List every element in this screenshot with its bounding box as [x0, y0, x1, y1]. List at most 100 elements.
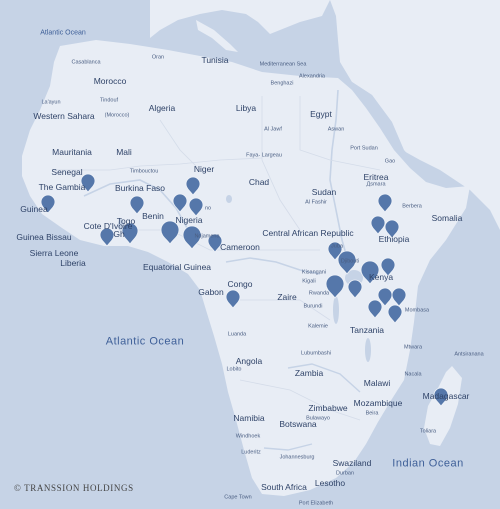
- city-luderitz: Luderitz: [241, 449, 261, 456]
- marker-ethiopia-2: [384, 219, 400, 239]
- marker-tanzania-n: [347, 279, 363, 299]
- marker-uganda: [337, 250, 357, 275]
- label-botswana: Botswana: [279, 418, 317, 429]
- river-niger: [83, 179, 191, 237]
- land-madagascar: [424, 366, 462, 446]
- label-guinea: Guinea: [20, 203, 48, 214]
- city-cape-town: Cape Town: [224, 494, 252, 501]
- label-niger: Niger: [193, 163, 215, 174]
- city-kisangani: Kisangani: [301, 269, 327, 276]
- label-sudan: Sudan: [311, 186, 337, 197]
- markers: [40, 173, 449, 407]
- label-south-africa: South Africa: [261, 481, 307, 492]
- city-beira: Beira: [365, 410, 379, 417]
- city-windhoek: Windhoek: [235, 433, 261, 440]
- marker-eritrea: [377, 193, 393, 213]
- city-mtwara: Mtwara: [403, 344, 423, 351]
- city-casablanca: Casablanca: [71, 59, 101, 66]
- city-port-sudan: Port Sudan: [350, 145, 378, 152]
- borders: [52, 96, 381, 421]
- red-sea: [350, 82, 418, 168]
- sea-mediterranean: Mediterranean Sea: [259, 61, 307, 68]
- city-durban: Durban: [335, 470, 355, 477]
- lake-malawi: [365, 338, 371, 362]
- label-lesotho: Lesotho: [314, 477, 346, 488]
- marker-tanzania-1: [377, 287, 393, 307]
- label-mali: Mali: [116, 146, 132, 157]
- label-western-sahara-note: (Morocco): [104, 112, 130, 119]
- label-cameroon: Cameroon: [220, 241, 260, 252]
- city-timbouctou: Timbouctou: [129, 168, 159, 175]
- label-tunisia: Tunisia: [201, 54, 229, 65]
- marker-nigeria-n2: [188, 197, 204, 217]
- city-nacala: Nacala: [404, 371, 422, 378]
- marker-nigeria-lagos: [160, 220, 180, 245]
- city-al-jawf: Al Jawf: [264, 126, 282, 133]
- marker-cameroon: [207, 233, 223, 253]
- marker-madagascar: [433, 387, 449, 407]
- marker-tanzania-2: [391, 287, 407, 307]
- label-western-sahara: Western Sahara: [33, 110, 95, 121]
- label-mauritania: Mauritania: [52, 146, 92, 157]
- label-mozambique: Mozambique: [353, 397, 403, 408]
- city-al-fashir: Al Fashir: [305, 199, 327, 206]
- label-kenya: Kenya: [368, 271, 394, 282]
- city-ndjamena: Ndjamena: [194, 233, 220, 240]
- city-toliara: Toliara: [419, 428, 437, 435]
- marker-nigeria-n1: [172, 193, 188, 213]
- label-ghana: Gh: [113, 228, 125, 239]
- river-zambezi: [287, 363, 361, 393]
- marker-rwanda: [325, 274, 345, 299]
- river-congo: [225, 257, 321, 275]
- label-tanzania: Tanzania: [349, 324, 385, 335]
- label-sierra-leone: Sierra Leone: [29, 247, 79, 258]
- marker-burkina: [129, 195, 145, 215]
- label-the-gambia: The Gambia: [38, 181, 86, 192]
- city-lobito: Lobito: [226, 366, 242, 373]
- lake-tanganyika: [333, 296, 339, 324]
- label-burundi: Burundi: [303, 303, 323, 310]
- marker-guinea: [40, 194, 56, 214]
- label-egypt: Egypt: [310, 108, 332, 119]
- label-malawi: Malawi: [363, 377, 391, 388]
- label-togo: Togo: [116, 215, 136, 226]
- city-juba: Juba: [331, 243, 343, 250]
- label-swaziland: Swaziland: [332, 457, 372, 468]
- lake-chad: [226, 195, 232, 203]
- label-libya: Libya: [235, 102, 257, 113]
- label-namibia: Namibia: [233, 412, 265, 423]
- label-nigeria: Nigeria: [175, 214, 203, 225]
- land-middle-east: [330, 0, 500, 230]
- land-europe: [150, 0, 330, 38]
- city-oran: Oran: [151, 54, 165, 61]
- marker-ghana: [121, 222, 139, 245]
- marker-nigeria-e: [182, 225, 202, 250]
- label-rwanda: Rwanda: [308, 290, 330, 297]
- ocean-indian: Indian Ocean: [392, 457, 464, 470]
- copyright-text: © TRANSSION HOLDINGS: [14, 483, 134, 493]
- marker-cote-divoire: [99, 227, 115, 247]
- city-laayoun: La'ayun: [41, 99, 61, 106]
- label-angola: Angola: [235, 355, 263, 366]
- city-no: no: [204, 205, 212, 212]
- label-benin: Benin: [142, 210, 164, 221]
- river-orange: [263, 443, 313, 451]
- label-zaire: Zaire: [277, 291, 297, 302]
- label-guinea-bissau: Guinea Bissau: [16, 231, 72, 242]
- label-cote-divoire: Cote D'Ivoire: [83, 220, 133, 231]
- city-asmara: Дsmara: [366, 181, 386, 188]
- marker-tanzania-4: [387, 304, 403, 324]
- city-alexandria: Alexandria: [299, 73, 325, 80]
- city-aswan: Aswan: [327, 126, 345, 133]
- city-tindouf: Tindouf: [99, 97, 119, 104]
- city-kalemie: Kalemie: [308, 323, 328, 330]
- label-eritrea: Eritrea: [363, 171, 389, 182]
- city-berbera: Berbera: [402, 203, 422, 210]
- label-senegal: Senegal: [51, 166, 83, 177]
- city-lubumbashi: Lubumbashi: [301, 350, 331, 357]
- marker-tanzania-3: [367, 299, 383, 319]
- city-johannesburg: Johannesburg: [279, 454, 315, 461]
- label-burkina-faso: Burkina Faso: [114, 182, 166, 193]
